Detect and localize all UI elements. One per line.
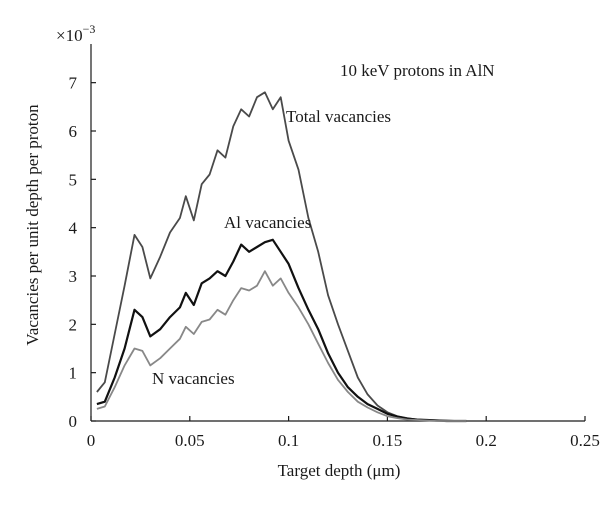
- series-lines: [96, 91, 467, 423]
- annotation-n-vacancies: N vacancies: [152, 369, 235, 388]
- y-multiplier-base: ×10: [56, 26, 83, 45]
- x-ticks: 0 0.05 0.1 0.15 0.2 0.25: [87, 416, 600, 450]
- y-tick-label: 3: [69, 267, 78, 286]
- series-line-al-vacancies: [96, 238, 467, 423]
- y-ticks: 0 1 2 3 4 5 6 7: [69, 74, 96, 431]
- x-tick-label: 0.15: [373, 431, 403, 450]
- y-tick-label: 2: [69, 315, 78, 334]
- x-tick-label: 0.25: [570, 431, 600, 450]
- y-tick-label: 4: [69, 219, 78, 238]
- x-tick-label: 0.05: [175, 431, 205, 450]
- annotation-al-vacancies: Al vacancies: [224, 213, 311, 232]
- y-tick-label: 5: [69, 170, 78, 189]
- axes: [90, 44, 585, 422]
- y-tick-label: 6: [69, 122, 78, 141]
- annotation-total-vacancies: Total vacancies: [286, 107, 391, 126]
- chart-title: 10 keV protons in AlN: [340, 61, 495, 80]
- series-line-n-vacancies: [96, 270, 467, 422]
- y-tick-label: 1: [69, 364, 78, 383]
- x-tick-label: 0.1: [278, 431, 299, 450]
- x-tick-label: 0: [87, 431, 96, 450]
- y-multiplier-exponent: −3: [83, 22, 96, 36]
- x-tick-label: 0.2: [476, 431, 497, 450]
- y-axis-label: Vacancies per unit depth per proton: [23, 104, 42, 346]
- y-tick-label: 0: [69, 412, 78, 431]
- y-tick-label: 7: [69, 74, 78, 93]
- y-multiplier: ×10−3: [56, 22, 95, 45]
- x-axis-label: Target depth (μm): [278, 461, 401, 480]
